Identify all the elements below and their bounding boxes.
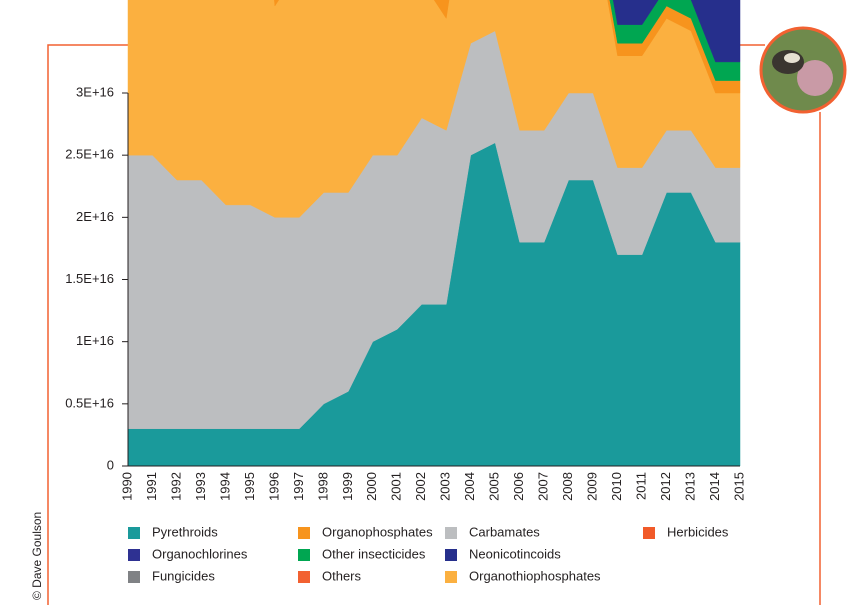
legend-label: Other insecticides: [322, 546, 426, 561]
x-tick-label: 1996: [266, 472, 281, 501]
x-tick-label: 1990: [119, 472, 134, 501]
area: [274, 0, 741, 94]
legend-label: Fungicides: [152, 568, 215, 583]
y-tick-label: 1.5E+16: [65, 271, 114, 286]
x-tick-label: 2006: [511, 472, 526, 501]
legend-swatch: [445, 527, 457, 539]
legend-label: Herbicides: [667, 524, 729, 539]
plot: 0 0.5E+16 1E+16 1.5E+16 2E+16 2.5E+16 3E+16 199…: [65, 0, 746, 583]
legend-label: Others: [322, 568, 362, 583]
x-tick-label: 1994: [217, 472, 232, 501]
y-tick-label: 2.5E+16: [65, 147, 114, 162]
area: [127, 0, 741, 218]
y-tick-label: 3E+16: [76, 84, 114, 99]
x-tick-label: 2005: [487, 472, 502, 501]
area: [609, 0, 741, 81]
x-tick-label: 2015: [731, 472, 746, 501]
legend-label: Organochlorines: [152, 546, 248, 561]
y-tick-label: 0.5E+16: [65, 395, 114, 410]
legend-label: Pyrethroids: [152, 524, 218, 539]
x-tick-label: 2009: [585, 472, 600, 501]
y-tick-label: 1E+16: [76, 333, 114, 348]
x-tick-label: 1995: [242, 472, 257, 501]
x-tick-label: 2002: [413, 472, 428, 501]
y-tick-label: 0: [107, 457, 114, 472]
x-tick-label: 1998: [315, 472, 330, 501]
legend-swatch: [298, 571, 310, 583]
legend-label: Organophosphates: [322, 524, 433, 539]
legend-label: Neonicotincoids: [469, 546, 561, 561]
legend-swatch: [445, 549, 457, 561]
legend-swatch: [298, 549, 310, 561]
legend-label: Organothiophosphates: [469, 568, 601, 583]
x-tick-label: 1997: [291, 472, 306, 501]
x-tick-label: 2000: [364, 472, 379, 501]
x-tick-label: 2010: [609, 472, 624, 501]
x-tick-label: 2013: [682, 472, 697, 501]
legend-swatch: [445, 571, 457, 583]
x-tick-label: 1993: [193, 472, 208, 501]
x-tick-label: 1999: [340, 472, 355, 501]
x-tick-label: 2008: [560, 472, 575, 501]
x-tick-label: 2004: [462, 472, 477, 501]
photo: [759, 26, 847, 114]
credit: © Dave Goulson: [30, 512, 44, 600]
x-tick-label: 2014: [707, 472, 722, 501]
legend-swatch: [643, 527, 655, 539]
legend-swatch: [298, 527, 310, 539]
x-tick-label: 1992: [168, 472, 183, 501]
x-tick-label: 2001: [389, 472, 404, 501]
x-tick-label: 2011: [634, 472, 649, 500]
area: [612, 0, 741, 63]
y-tick-label: 2E+16: [76, 209, 114, 224]
x-tick-label: 2003: [438, 472, 453, 501]
legend-swatch: [128, 549, 140, 561]
x-tick-label: 1991: [144, 472, 159, 501]
x-tick-label: 2012: [658, 472, 673, 501]
legend-swatch: [128, 527, 140, 539]
legend-label: Carbamates: [469, 524, 540, 539]
legend-swatch: [128, 571, 140, 583]
x-tick-label: 2007: [536, 472, 551, 501]
